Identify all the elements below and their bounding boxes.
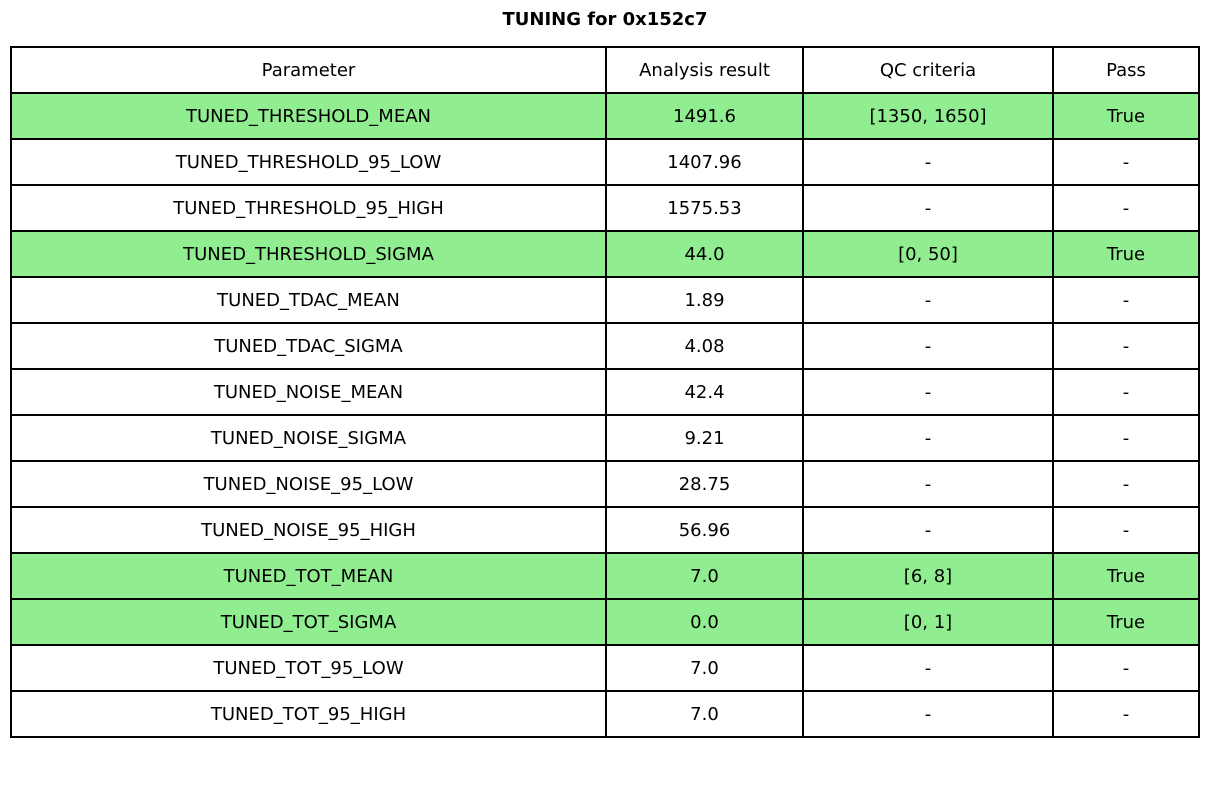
cell-pass: - [1052,690,1200,738]
cell-qc-criteria: - [802,506,1054,554]
column-header-pass: Pass [1052,46,1200,94]
qc-results-table: Parameter Analysis result QC criteria Pa… [10,46,1200,738]
cell-analysis-result: 1407.96 [605,138,804,186]
cell-analysis-result: 7.0 [605,644,804,692]
cell-qc-criteria: [0, 1] [802,598,1054,646]
cell-parameter: TUNED_NOISE_SIGMA [10,414,607,462]
cell-parameter: TUNED_TOT_MEAN [10,552,607,600]
table-body: TUNED_THRESHOLD_MEAN 1491.6 [1350, 1650]… [10,92,1200,738]
column-header-parameter: Parameter [10,46,607,94]
table-row: TUNED_TDAC_SIGMA 4.08 - - [10,322,1200,370]
cell-qc-criteria: - [802,368,1054,416]
cell-parameter: TUNED_TOT_SIGMA [10,598,607,646]
cell-parameter: TUNED_TOT_95_HIGH [10,690,607,738]
cell-qc-criteria: - [802,138,1054,186]
cell-analysis-result: 4.08 [605,322,804,370]
cell-analysis-result: 1.89 [605,276,804,324]
cell-pass: - [1052,276,1200,324]
table-row: TUNED_THRESHOLD_MEAN 1491.6 [1350, 1650]… [10,92,1200,140]
cell-qc-criteria: - [802,276,1054,324]
cell-analysis-result: 7.0 [605,690,804,738]
cell-parameter: TUNED_THRESHOLD_95_LOW [10,138,607,186]
cell-pass: - [1052,460,1200,508]
table-header-row: Parameter Analysis result QC criteria Pa… [10,46,1200,94]
cell-pass: - [1052,138,1200,186]
cell-analysis-result: 9.21 [605,414,804,462]
cell-parameter: TUNED_TDAC_SIGMA [10,322,607,370]
cell-pass: True [1052,598,1200,646]
cell-qc-criteria: [1350, 1650] [802,92,1054,140]
table-row: TUNED_TOT_MEAN 7.0 [6, 8] True [10,552,1200,600]
page-title: TUNING for 0x152c7 [502,9,708,30]
cell-parameter: TUNED_NOISE_95_LOW [10,460,607,508]
cell-qc-criteria: - [802,690,1054,738]
cell-qc-criteria: [6, 8] [802,552,1054,600]
cell-qc-criteria: [0, 50] [802,230,1054,278]
cell-parameter: TUNED_NOISE_95_HIGH [10,506,607,554]
cell-pass: - [1052,414,1200,462]
table-row: TUNED_NOISE_MEAN 42.4 - - [10,368,1200,416]
cell-pass: True [1052,92,1200,140]
column-header-qc-criteria: QC criteria [802,46,1054,94]
cell-qc-criteria: - [802,184,1054,232]
table-row: TUNED_THRESHOLD_SIGMA 44.0 [0, 50] True [10,230,1200,278]
cell-parameter: TUNED_THRESHOLD_MEAN [10,92,607,140]
cell-parameter: TUNED_THRESHOLD_95_HIGH [10,184,607,232]
cell-qc-criteria: - [802,460,1054,508]
cell-analysis-result: 7.0 [605,552,804,600]
cell-pass: True [1052,552,1200,600]
cell-qc-criteria: - [802,414,1054,462]
cell-pass: - [1052,368,1200,416]
cell-pass: - [1052,184,1200,232]
table-row: TUNED_NOISE_95_HIGH 56.96 - - [10,506,1200,554]
table-row: TUNED_TOT_95_HIGH 7.0 - - [10,690,1200,738]
cell-pass: - [1052,506,1200,554]
cell-parameter: TUNED_THRESHOLD_SIGMA [10,230,607,278]
cell-pass: - [1052,322,1200,370]
cell-analysis-result: 1575.53 [605,184,804,232]
table-row: TUNED_THRESHOLD_95_LOW 1407.96 - - [10,138,1200,186]
cell-pass: - [1052,644,1200,692]
cell-pass: True [1052,230,1200,278]
column-header-analysis-result: Analysis result [605,46,804,94]
cell-analysis-result: 28.75 [605,460,804,508]
cell-analysis-result: 0.0 [605,598,804,646]
table-row: TUNED_NOISE_95_LOW 28.75 - - [10,460,1200,508]
table-row: TUNED_TDAC_MEAN 1.89 - - [10,276,1200,324]
table-row: TUNED_TOT_SIGMA 0.0 [0, 1] True [10,598,1200,646]
cell-analysis-result: 1491.6 [605,92,804,140]
table-row: TUNED_THRESHOLD_95_HIGH 1575.53 - - [10,184,1200,232]
cell-qc-criteria: - [802,322,1054,370]
cell-parameter: TUNED_TDAC_MEAN [10,276,607,324]
cell-parameter: TUNED_NOISE_MEAN [10,368,607,416]
cell-analysis-result: 42.4 [605,368,804,416]
cell-analysis-result: 44.0 [605,230,804,278]
cell-analysis-result: 56.96 [605,506,804,554]
table-row: TUNED_TOT_95_LOW 7.0 - - [10,644,1200,692]
table-row: TUNED_NOISE_SIGMA 9.21 - - [10,414,1200,462]
table-header: Parameter Analysis result QC criteria Pa… [10,46,1200,94]
cell-qc-criteria: - [802,644,1054,692]
cell-parameter: TUNED_TOT_95_LOW [10,644,607,692]
